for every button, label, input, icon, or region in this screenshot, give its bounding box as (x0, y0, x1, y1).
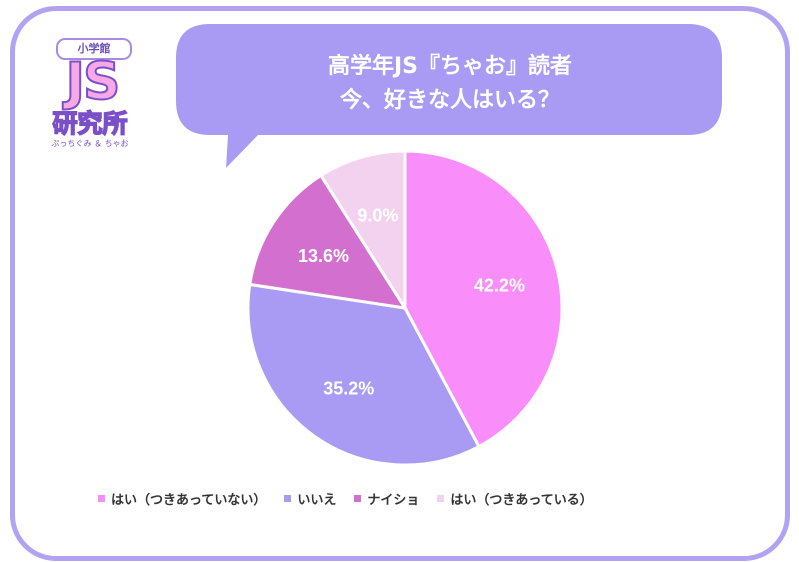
logo-subtitle: ぷっちぐみ ＆ ちゃお (51, 139, 129, 148)
slice-label-3: 9.0% (357, 206, 398, 226)
slice-label-0: 42.2% (474, 275, 525, 295)
chart-legend: はい（つきあっていない） いいえ ナイショ はい（つきあっている） (98, 489, 738, 508)
chart-title: 高学年JS『ちゃお』読者 今、好きな人はいる？ (170, 50, 730, 118)
legend-label-2: ナイショ (367, 493, 420, 508)
legend-item-1: いいえ (284, 489, 336, 508)
logo-lab-text: 研究所 (52, 109, 129, 139)
legend-label-3: はい（つきあっている） (450, 493, 593, 508)
title-line-2: 今、好きな人はいる？ (339, 88, 560, 113)
slice-label-2: 13.6% (298, 246, 349, 266)
legend-item-2: ナイショ (354, 489, 419, 508)
pie-slice-1 (246, 282, 481, 467)
pie-slice-3 (318, 149, 407, 314)
logo-publisher: 小学館 (56, 38, 132, 60)
legend-swatch-1 (284, 495, 292, 502)
legend-label-0: はい（つきあっていない） (111, 493, 267, 508)
slice-label-1: 35.2% (323, 378, 374, 398)
legend-item-0: はい（つきあっていない） (98, 489, 266, 508)
logo-js-text: JS (65, 52, 122, 112)
legend-swatch-3 (437, 495, 445, 502)
js-lab-logo: 小学館 JS 研究所 ぷっちぐみ ＆ ちゃお (34, 36, 146, 154)
pie-slice-0 (403, 149, 564, 449)
legend-swatch-2 (354, 495, 362, 502)
title-line-1: 高学年JS『ちゃお』読者 (327, 54, 573, 79)
pie-slice-2 (248, 173, 409, 310)
legend-item-3: はい（つきあっている） (437, 489, 593, 508)
legend-swatch-0 (98, 495, 105, 502)
legend-label-1: いいえ (297, 493, 337, 508)
